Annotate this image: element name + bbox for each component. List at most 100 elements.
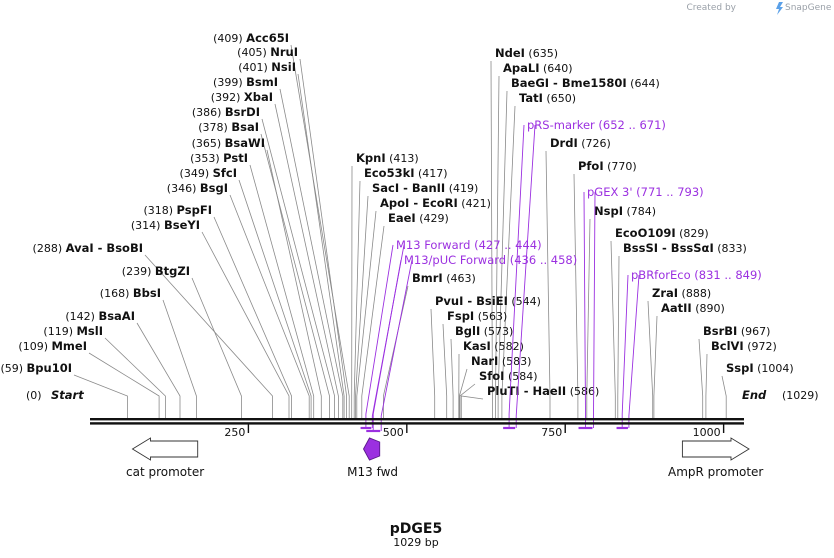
- enzyme-position: (349): [180, 167, 213, 180]
- enzyme-line-bseyi: [201, 231, 290, 418]
- enzyme-label-sspi: SspI (1004): [726, 361, 794, 375]
- enzyme-name: - EcoRI: [409, 196, 458, 210]
- enzyme-position: (586): [566, 385, 599, 398]
- enzyme-name: PvuI: [435, 294, 463, 308]
- enzyme-position: (401): [238, 61, 271, 74]
- enzyme-position: (967): [737, 325, 770, 338]
- primer-label-pgex-3: pGEX 3' (771 .. 793): [587, 185, 704, 199]
- enzyme-labels: (59) Bpu10I (109) MmeI(119) MslI(142) Bsa…: [0, 31, 793, 398]
- credit-prefix: Created by: [686, 3, 736, 13]
- enzyme-label-baegi-bme1580i: BaeGI - Bme1580I (644): [511, 76, 660, 90]
- enzyme-position: (770): [604, 160, 637, 173]
- enzyme-line-pfoi: [573, 173, 579, 418]
- enzyme-line-bgli: [450, 338, 454, 418]
- enzyme-name: NsiI: [271, 60, 296, 74]
- enzyme-position: (409): [213, 32, 246, 45]
- enzyme-name: PstI: [223, 151, 248, 165]
- enzyme-name: BsrBI: [703, 324, 737, 338]
- enzyme-name: - BsiEI: [463, 294, 507, 308]
- enzyme-label-nspi: NspI (784): [594, 204, 656, 218]
- enzyme-position: (544): [508, 295, 541, 308]
- enzyme-position: (168): [100, 287, 133, 300]
- enzyme-label-avai-bsobi: (288) AvaI - BsoBI: [33, 241, 143, 255]
- enzyme-name: BbsI: [133, 286, 161, 300]
- enzyme-position: (318): [143, 204, 176, 217]
- enzyme-name: BsrDI: [225, 105, 260, 119]
- enzyme-name: SfoI: [479, 369, 504, 383]
- enzyme-name: ApoI: [380, 196, 409, 210]
- scale-tick-label: 250: [224, 426, 245, 439]
- enzyme-line-sfci: [238, 179, 312, 418]
- scale-tick-label: 1000: [693, 426, 721, 439]
- enzyme-name: BglI: [455, 324, 480, 338]
- enzyme-label-acc65i: (409) Acc65I: [213, 31, 289, 45]
- enzyme-label-bsgi: (346) BsgI: [167, 181, 228, 195]
- enzyme-name: ApaLI: [503, 61, 540, 75]
- scale-tick-label: 750: [541, 426, 562, 439]
- primer-line-pbrforeco: [621, 274, 629, 428]
- enzyme-position: (346): [167, 182, 200, 195]
- enzyme-name: - Bme1580I: [549, 76, 627, 90]
- enzyme-position: (584): [504, 370, 537, 383]
- enzyme-line-sfoi: [459, 383, 476, 418]
- enzyme-position: (463): [443, 272, 476, 285]
- enzyme-line-aatii: [653, 315, 658, 418]
- enzyme-line-nari: [458, 368, 468, 418]
- enzyme-name: NdeI: [495, 46, 525, 60]
- enzyme-line-baegi-bme1580i: [497, 90, 508, 418]
- enzyme-label-psti: (353) PstI: [190, 151, 248, 165]
- primer-label-m13-forward: M13 Forward (427 .. 444): [396, 238, 542, 252]
- enzyme-name: PfoI: [578, 159, 604, 173]
- enzyme-name: BsaAI: [98, 309, 135, 323]
- enzyme-label-bsawi: (365) BsaWI: [192, 136, 265, 150]
- enzyme-position: (109): [18, 340, 51, 353]
- enzyme-line-drdi: [545, 150, 551, 418]
- enzyme-label-nrui: (405) NruI: [237, 45, 298, 59]
- credit-brand: SnapGene: [785, 3, 832, 13]
- enzyme-name: AatII: [661, 301, 692, 315]
- enzyme-line-mmei: [88, 352, 160, 418]
- enzyme-label-xbai: (392) XbaI: [211, 90, 273, 104]
- enzyme-position: (119): [43, 325, 76, 338]
- enzyme-label-fspi: FspI (563): [447, 309, 507, 323]
- enzyme-label-pspfi: (318) PspFI: [143, 203, 212, 217]
- enzyme-label-bsrdi: (386) BsrDI: [192, 105, 260, 119]
- enzyme-name: PluTI: [487, 384, 520, 398]
- enzyme-name: BsmI: [246, 75, 278, 89]
- enzyme-name: NruI: [270, 45, 298, 59]
- primer-label-pbrforeco: pBRforEco (831 .. 849): [631, 268, 762, 282]
- enzyme-name: - BsoBI: [94, 241, 143, 255]
- enzyme-position: (288): [33, 242, 66, 255]
- enzyme-label-tati: TatI (650): [519, 91, 576, 105]
- enzyme-name: BmrI: [412, 271, 443, 285]
- enzyme-line-eco53ki: [353, 180, 361, 418]
- enzyme-line-bsssi-bsss-i: [617, 255, 620, 418]
- enzyme-name: PspFI: [177, 203, 212, 217]
- end-position: (1029): [782, 389, 819, 402]
- enzyme-label-nari: NarI (583): [471, 354, 531, 368]
- scale-ticks: 250 500 750 1000: [224, 424, 725, 439]
- enzyme-position: (421): [458, 197, 491, 210]
- enzyme-label-drdi: DrdI (726): [550, 136, 611, 150]
- enzyme-name: Acc65I: [246, 31, 289, 45]
- enzyme-label-eaei: EaeI (429): [388, 211, 449, 225]
- enzyme-label-bsmi: (399) BsmI: [213, 75, 278, 89]
- enzyme-label-eco53ki: Eco53kI (417): [364, 166, 448, 180]
- enzyme-name: KpnI: [356, 151, 386, 165]
- enzyme-line-saci-banii: [355, 195, 369, 418]
- enzyme-position: (419): [445, 182, 478, 195]
- enzyme-name: BsaWI: [225, 136, 265, 150]
- enzyme-position: (59): [0, 362, 26, 375]
- snapgene-logo-icon: [776, 2, 783, 15]
- enzyme-name: SfcI: [213, 166, 237, 180]
- enzyme-line-ecoo109i: [610, 240, 616, 418]
- enzyme-line-btgzi: [191, 277, 242, 418]
- enzyme-position: (563): [474, 310, 507, 323]
- enzyme-line-sspi: [721, 375, 727, 418]
- enzyme-line-apali: [495, 75, 500, 418]
- enzyme-line-bmri: [382, 285, 409, 418]
- enzyme-line-bpu10i: [73, 374, 128, 418]
- primer-line-pbrforeco: [628, 274, 640, 428]
- enzyme-position: (417): [415, 167, 448, 180]
- feature-arrow-ampr-promoter: [681, 437, 750, 461]
